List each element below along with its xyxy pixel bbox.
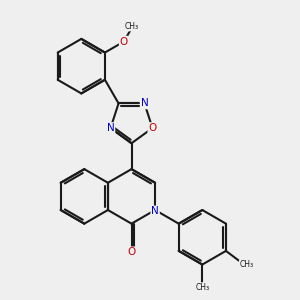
Text: O: O (128, 247, 136, 257)
Text: O: O (120, 37, 128, 46)
Text: N: N (107, 123, 114, 133)
Text: O: O (148, 123, 157, 133)
Text: CH₃: CH₃ (239, 260, 254, 269)
Text: N: N (151, 206, 159, 216)
Text: CH₃: CH₃ (195, 283, 209, 292)
Text: CH₃: CH₃ (124, 22, 138, 31)
Text: N: N (141, 98, 148, 108)
